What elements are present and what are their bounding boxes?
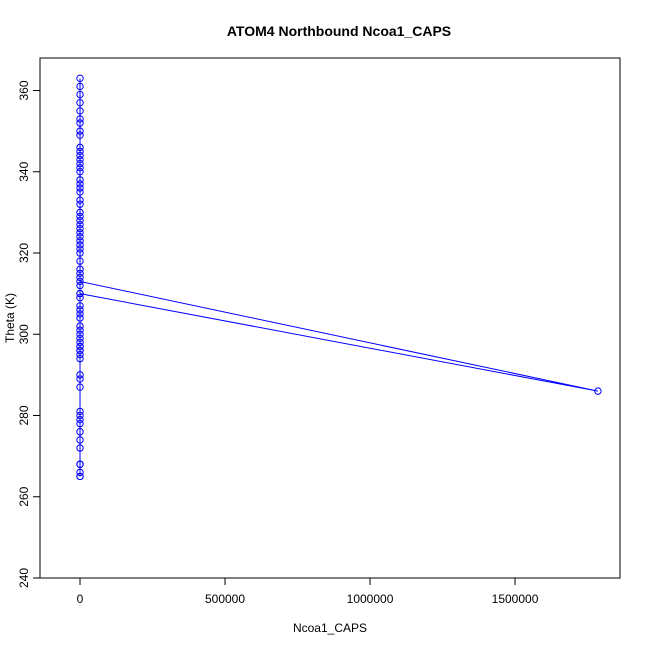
data-point — [76, 151, 84, 160]
data-point — [76, 257, 84, 265]
data-point — [76, 200, 84, 208]
data-point — [76, 147, 84, 156]
data-point — [76, 269, 84, 278]
x-tick-label: 1500000 — [492, 592, 539, 606]
data-point — [76, 436, 84, 444]
data-point — [76, 196, 84, 204]
data-point — [76, 415, 84, 424]
data-point — [76, 143, 84, 152]
data-point — [76, 354, 84, 363]
y-tick-label: 280 — [17, 405, 31, 425]
data-point — [76, 281, 84, 290]
data-point — [76, 82, 84, 91]
data-point — [76, 224, 84, 233]
data-point — [76, 472, 84, 481]
data-point — [76, 306, 84, 314]
data-point — [76, 176, 84, 184]
data-point — [76, 468, 84, 477]
data-point — [76, 265, 84, 273]
data-point — [76, 127, 84, 135]
x-axis-label: Ncoa1_CAPS — [293, 621, 367, 635]
data-point — [76, 241, 84, 249]
data-point — [76, 322, 84, 330]
data-point — [76, 310, 84, 318]
data-point — [76, 228, 84, 237]
data-point — [76, 314, 84, 322]
data-point — [76, 131, 84, 139]
data-point — [76, 407, 84, 416]
data-point — [76, 302, 84, 310]
data-point — [76, 233, 84, 241]
data-point — [76, 334, 84, 343]
data-line — [79, 78, 599, 477]
data-point — [76, 237, 84, 245]
data-point — [76, 184, 84, 192]
data-point — [76, 330, 84, 338]
y-tick-label: 300 — [17, 324, 31, 344]
x-tick-label: 500000 — [205, 592, 245, 606]
data-point — [76, 419, 84, 428]
data-point — [76, 180, 84, 188]
y-tick-label: 240 — [17, 568, 31, 588]
data-point — [76, 168, 84, 176]
data-point — [76, 342, 84, 351]
data-point — [76, 350, 84, 359]
x-tick-label: 0 — [77, 592, 84, 606]
data-point — [76, 90, 84, 99]
data-point — [76, 460, 84, 468]
y-tick-label: 260 — [17, 486, 31, 506]
data-point — [76, 383, 84, 391]
data-point — [76, 249, 84, 257]
data-point — [76, 212, 84, 221]
data-point — [76, 216, 84, 225]
data-point — [76, 371, 84, 379]
data-point — [76, 98, 84, 107]
data-point — [76, 119, 84, 127]
y-axis-label: Theta (K) — [3, 293, 17, 343]
data-point — [76, 375, 84, 383]
data-point — [76, 338, 84, 347]
data-point — [76, 289, 84, 298]
x-tick-label: 1000000 — [347, 592, 394, 606]
data-point — [76, 277, 84, 286]
data-point — [76, 188, 84, 196]
y-tick-label: 340 — [17, 161, 31, 181]
data-point — [76, 155, 84, 164]
data-point — [76, 220, 84, 229]
data-point — [76, 107, 84, 115]
y-tick-label: 360 — [17, 80, 31, 100]
data-point — [76, 273, 84, 282]
data-point — [76, 159, 84, 168]
data-point — [76, 74, 84, 83]
plot-frame — [39, 57, 621, 579]
data-point — [76, 293, 84, 302]
data-point — [76, 411, 84, 420]
data-point — [76, 444, 84, 452]
data-point — [76, 115, 84, 123]
chart-title: ATOM4 Northbound Ncoa1_CAPS — [227, 23, 451, 39]
data-point — [76, 245, 84, 253]
data-point — [76, 326, 84, 334]
y-tick-label: 320 — [17, 243, 31, 263]
data-point — [76, 163, 84, 172]
data-point — [76, 208, 84, 217]
data-point — [76, 346, 84, 355]
data-point — [76, 428, 84, 436]
data-point — [594, 387, 602, 395]
